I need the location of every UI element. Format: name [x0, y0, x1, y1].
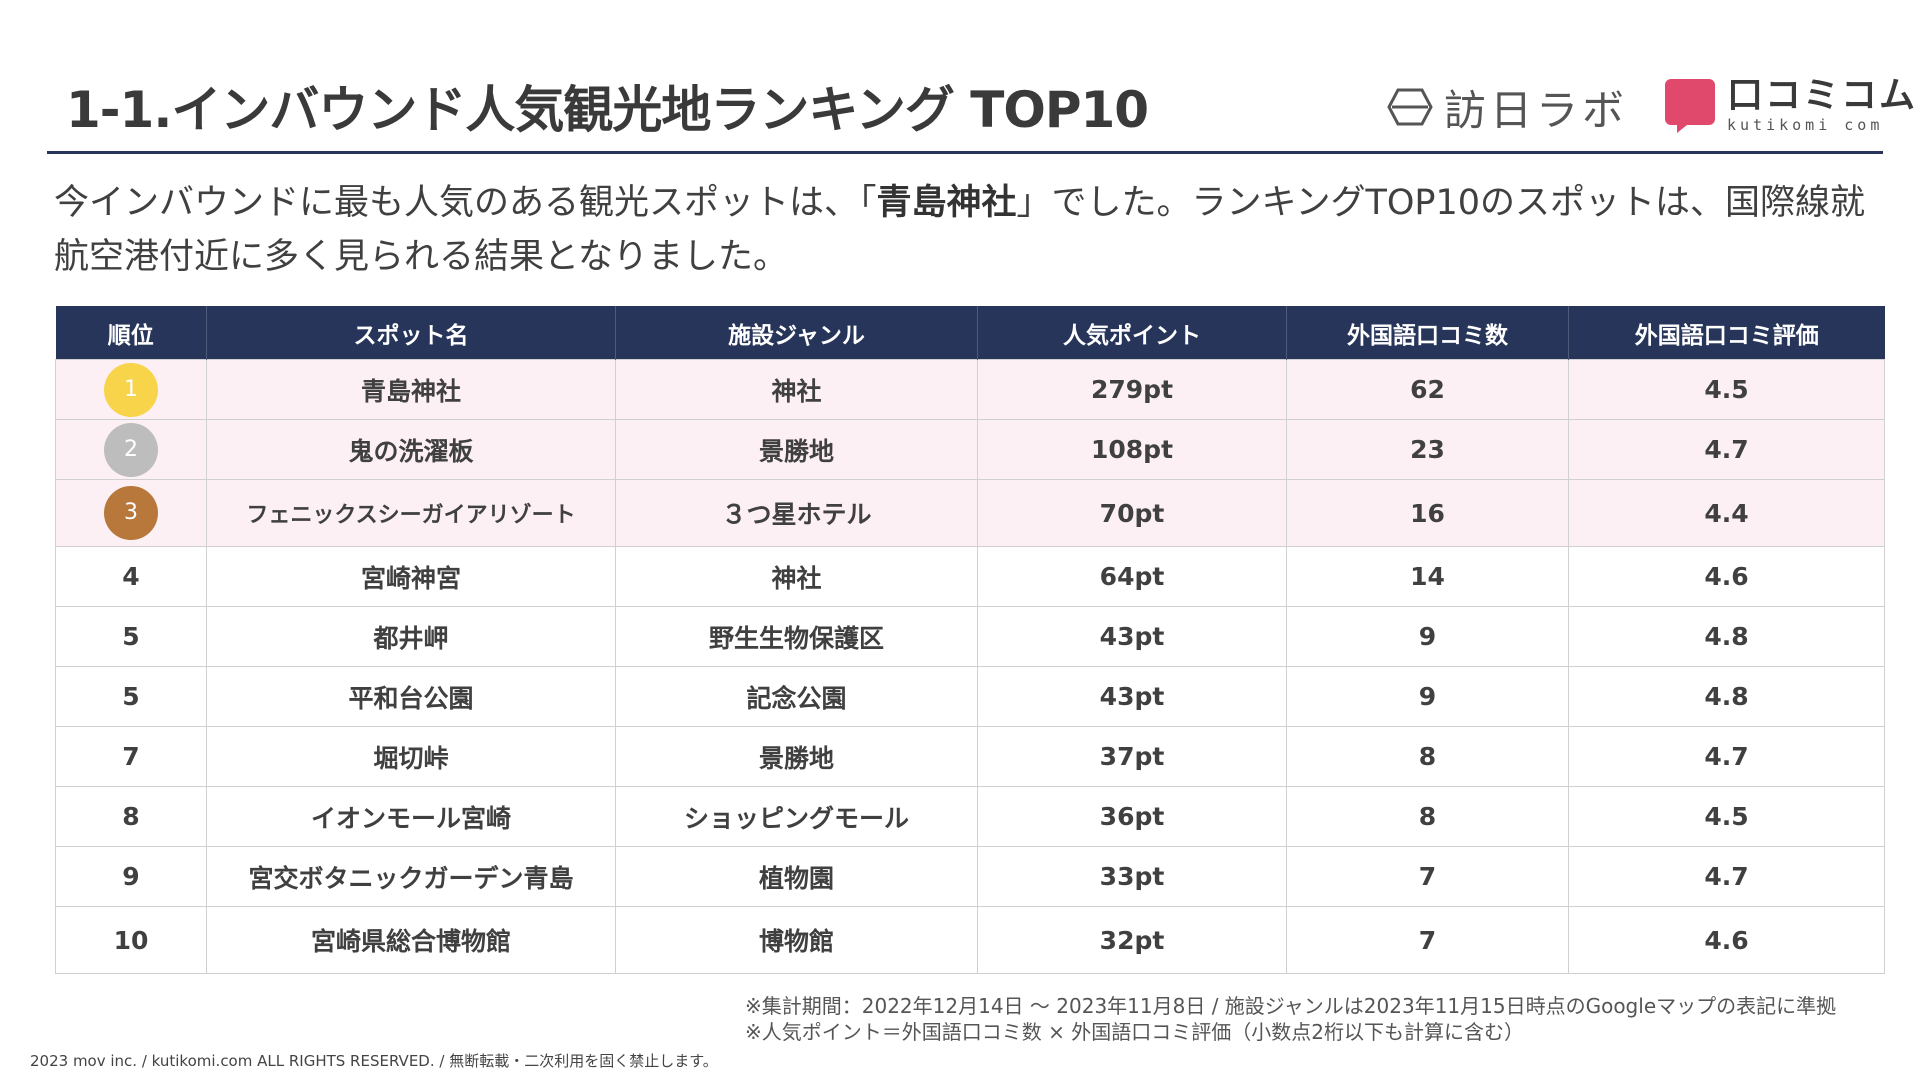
review-count-cell: 7: [1286, 906, 1569, 974]
table-row: 4 宮崎神宮 神社 64pt 14 4.6: [55, 546, 1885, 607]
points-cell: 36pt: [977, 786, 1287, 847]
points-cell: 43pt: [977, 666, 1287, 727]
spot-name-cell: 堀切峠: [206, 726, 616, 787]
lead-paragraph: 今インバウンドに最も人気のある観光スポットは、「青島神社」でした。ランキングTO…: [54, 176, 1884, 284]
kuchikomi-logo-text: 口コミコム: [1727, 75, 1918, 116]
page-title: 1-1.インバウンド人気観光地ランキング TOP10: [66, 81, 1149, 139]
genre-cell: 博物館: [615, 906, 978, 974]
table-row: 1 青島神社 神社 279pt 62 4.5: [55, 359, 1885, 420]
table-header-row: 順位 スポット名 施設ジャンル 人気ポイント 外国語口コミ数 外国語口コミ評価: [55, 306, 1885, 360]
column-header-review-rating: 外国語口コミ評価: [1568, 306, 1885, 360]
houjin-lab-logo: 訪日ラボ: [1386, 82, 1628, 135]
review-count-cell: 14: [1286, 546, 1569, 607]
review-count-cell: 16: [1286, 479, 1569, 547]
column-header-spot-name: スポット名: [206, 306, 616, 360]
table-row: 10 宮崎県総合博物館 博物館 32pt 7 4.6: [55, 906, 1885, 974]
review-count-cell: 8: [1286, 786, 1569, 847]
review-rating-cell: 4.4: [1568, 479, 1885, 547]
houjin-lab-logo-text: 訪日ラボ: [1444, 85, 1629, 135]
rank-cell: 8: [55, 786, 207, 847]
spot-name-cell: 青島神社: [206, 359, 616, 420]
rank-cell: 9: [55, 846, 207, 907]
spot-name-cell: 宮交ボタニックガーデン青島: [206, 846, 616, 907]
points-cell: 279pt: [977, 359, 1287, 420]
spot-name-cell: 宮崎県総合博物館: [206, 906, 616, 974]
column-header-points: 人気ポイント: [977, 306, 1287, 360]
review-count-cell: 62: [1286, 359, 1569, 420]
footnote-formula: ※人気ポイント＝外国語口コミ数 × 外国語口コミ評価（小数点2桁以下も計算に含む…: [745, 1020, 1524, 1044]
footnotes: ※集計期間：2022年12月14日 〜 2023年11月8日 / 施設ジャンルは…: [745, 993, 1836, 1045]
review-rating-cell: 4.8: [1568, 606, 1885, 667]
review-rating-cell: 4.7: [1568, 726, 1885, 787]
table-row: 5 都井岬 野生生物保護区 43pt 9 4.8: [55, 606, 1885, 667]
review-rating-cell: 4.5: [1568, 786, 1885, 847]
spot-name-cell: 宮崎神宮: [206, 546, 616, 607]
review-count-cell: 7: [1286, 846, 1569, 907]
footnote-period: ※集計期間：2022年12月14日 〜 2023年11月8日 / 施設ジャンルは…: [745, 994, 1837, 1018]
table-row: 7 堀切峠 景勝地 37pt 8 4.7: [55, 726, 1885, 787]
table-row: 9 宮交ボタニックガーデン青島 植物園 33pt 7 4.7: [55, 846, 1885, 907]
spot-name-cell: 平和台公園: [206, 666, 616, 727]
review-count-cell: 9: [1286, 666, 1569, 727]
gold-medal-badge: 1: [104, 362, 158, 417]
genre-cell: 記念公園: [615, 666, 978, 727]
spot-name-cell: イオンモール宮崎: [206, 786, 616, 847]
spot-name-cell: フェニックスシーガイアリゾート: [206, 479, 616, 547]
genre-cell: 景勝地: [615, 726, 978, 787]
genre-cell: 野生生物保護区: [615, 606, 978, 667]
column-header-rank: 順位: [55, 306, 207, 360]
rank-cell: 5: [55, 606, 207, 667]
review-count-cell: 8: [1286, 726, 1569, 787]
review-count-cell: 23: [1286, 419, 1569, 480]
spot-name-cell: 鬼の洗濯板: [206, 419, 616, 480]
table-row: 3 フェニックスシーガイアリゾート ３つ星ホテル 70pt 16 4.4: [55, 479, 1885, 547]
table-row: 8 イオンモール宮崎 ショッピングモール 36pt 8 4.5: [55, 786, 1885, 847]
rank-cell: 7: [55, 726, 207, 787]
column-header-review-count: 外国語口コミ数: [1286, 306, 1569, 360]
review-rating-cell: 4.7: [1568, 846, 1885, 907]
review-rating-cell: 4.6: [1568, 906, 1885, 974]
review-count-cell: 9: [1286, 606, 1569, 667]
review-rating-cell: 4.7: [1568, 419, 1885, 480]
genre-cell: 景勝地: [615, 419, 978, 480]
review-rating-cell: 4.8: [1568, 666, 1885, 727]
rank-cell: 10: [55, 906, 207, 974]
lead-text-after: 」でした。ランキングTOP10のスポットは、国際線就航空港付近に多く見られる結果…: [54, 183, 1866, 277]
points-cell: 32pt: [977, 906, 1287, 974]
lead-text-before: 今インバウンドに最も人気のある観光スポットは、「: [54, 183, 877, 223]
lead-highlight: 青島神社: [876, 183, 1017, 223]
speech-bubble-icon: [1665, 78, 1715, 133]
rank-cell: 4: [55, 546, 207, 607]
points-cell: 37pt: [977, 726, 1287, 787]
bronze-medal-badge: 3: [104, 486, 158, 540]
table-row: 5 平和台公園 記念公園 43pt 9 4.8: [55, 666, 1885, 727]
genre-cell: 植物園: [615, 846, 978, 907]
table-row: 2 鬼の洗濯板 景勝地 108pt 23 4.7: [55, 419, 1885, 480]
rank-cell: 5: [55, 666, 207, 727]
genre-cell: 神社: [615, 546, 978, 607]
review-rating-cell: 4.5: [1568, 359, 1885, 420]
review-rating-cell: 4.6: [1568, 546, 1885, 607]
points-cell: 33pt: [977, 846, 1287, 907]
points-cell: 70pt: [977, 479, 1287, 547]
ranking-table: 順位 スポット名 施設ジャンル 人気ポイント 外国語口コミ数 外国語口コミ評価 …: [55, 306, 1885, 974]
copyright-footer: 2023 mov inc. / kutikomi.com ALL RIGHTS …: [30, 1052, 718, 1070]
title-divider: [47, 151, 1883, 154]
column-header-genre: 施設ジャンル: [615, 306, 978, 360]
spot-name-cell: 都井岬: [206, 606, 616, 667]
genre-cell: ３つ星ホテル: [615, 479, 978, 547]
genre-cell: 神社: [615, 359, 978, 420]
points-cell: 108pt: [977, 419, 1287, 480]
points-cell: 43pt: [977, 606, 1287, 667]
genre-cell: ショッピングモール: [615, 786, 978, 847]
hexagon-logo-icon: [1387, 88, 1433, 126]
kuchikomi-logo: 口コミコム kutikomi com: [1665, 78, 1917, 133]
kuchikomi-logo-domain: kutikomi com: [1727, 116, 1884, 134]
silver-medal-badge: 2: [104, 422, 158, 477]
points-cell: 64pt: [977, 546, 1287, 607]
